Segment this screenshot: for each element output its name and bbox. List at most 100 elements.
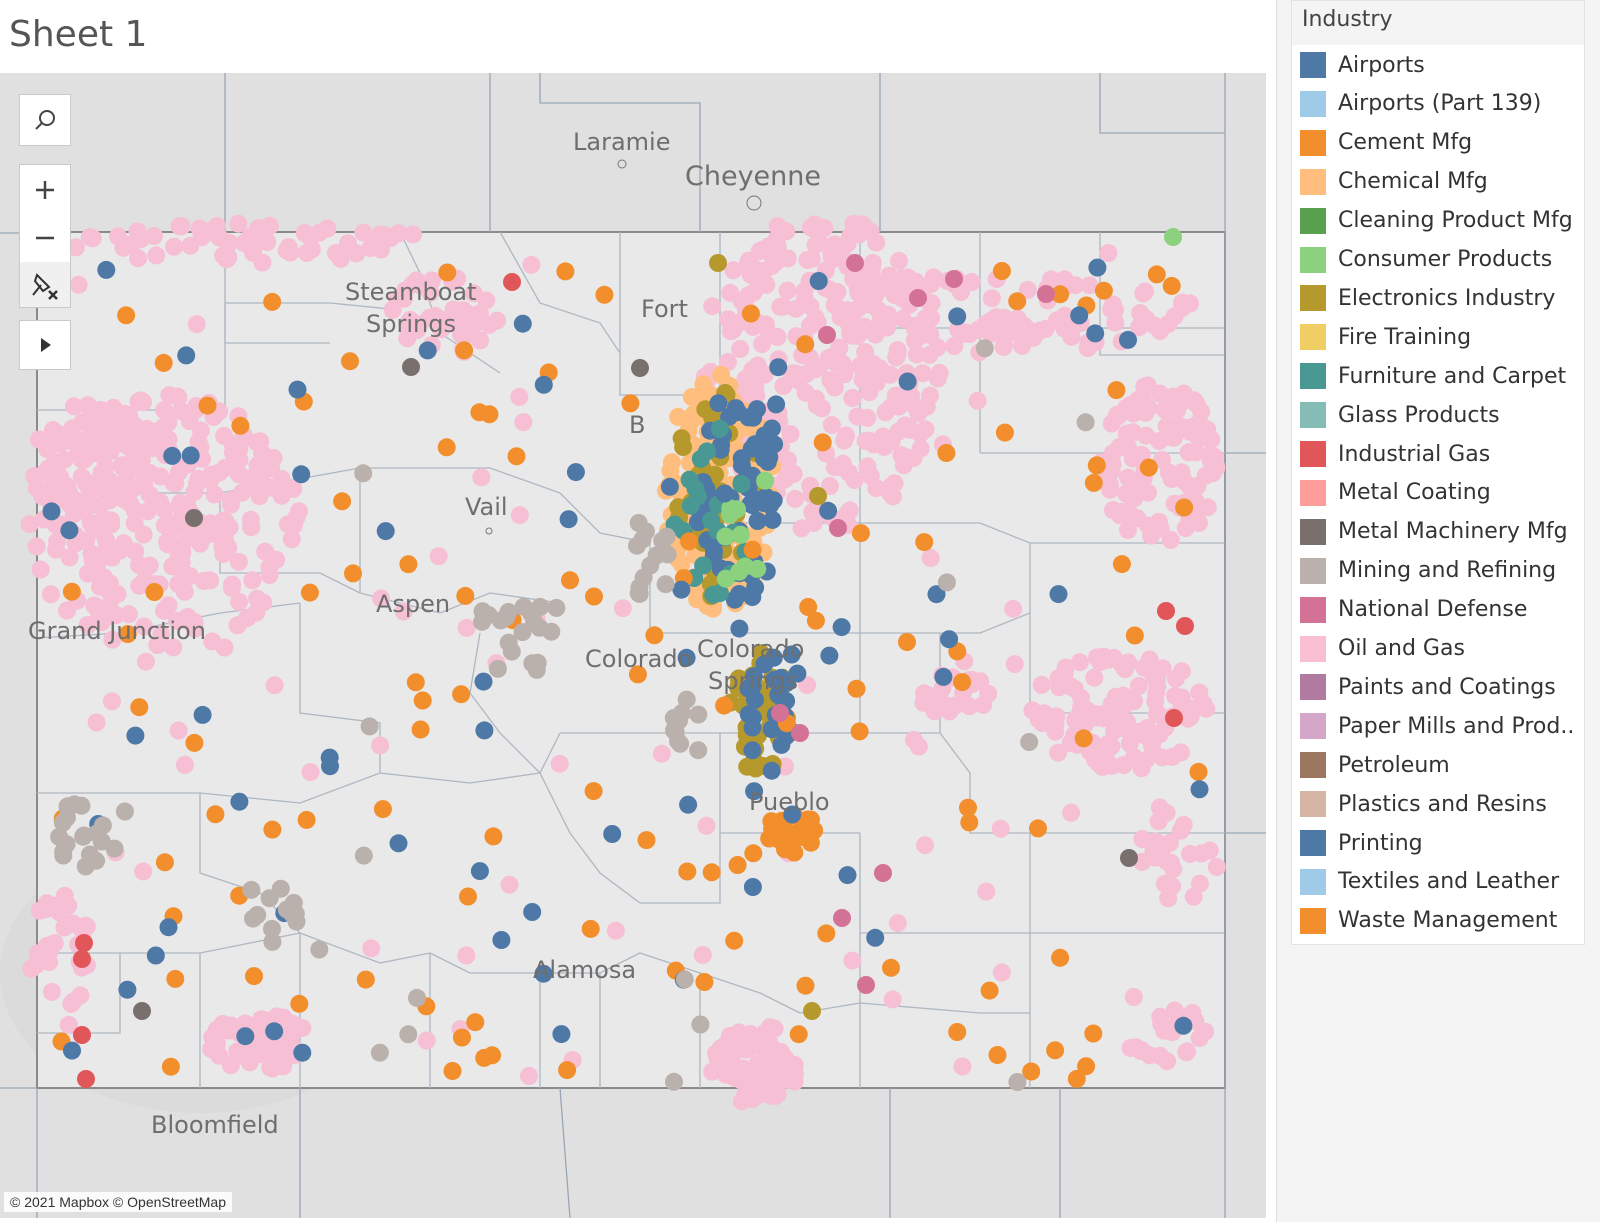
facility-point[interactable] — [888, 341, 907, 360]
facility-point[interactable] — [755, 426, 774, 445]
facility-point[interactable] — [429, 547, 448, 566]
facility-point[interactable] — [851, 524, 870, 543]
facility-point[interactable] — [680, 532, 699, 551]
facility-point[interactable] — [507, 447, 526, 466]
facility-point[interactable] — [595, 285, 614, 304]
facility-point[interactable] — [272, 469, 291, 488]
legend-item[interactable]: Printing — [1300, 827, 1423, 859]
facility-point[interactable] — [778, 249, 797, 268]
facility-point[interactable] — [144, 227, 163, 245]
facility-point[interactable] — [62, 582, 81, 601]
facility-point[interactable] — [354, 464, 373, 483]
facility-point[interactable] — [715, 696, 734, 715]
facility-point[interactable] — [215, 638, 234, 657]
facility-point[interactable] — [959, 798, 977, 817]
facility-point[interactable] — [992, 963, 1011, 982]
facility-point[interactable] — [406, 673, 425, 692]
facility-point[interactable] — [373, 800, 392, 819]
facility-point[interactable] — [1088, 258, 1107, 277]
facility-point[interactable] — [356, 970, 375, 989]
facility-point[interactable] — [229, 552, 248, 571]
map-attribution[interactable]: © 2021 Mapbox © OpenStreetMap — [4, 1192, 232, 1212]
facility-point[interactable] — [27, 537, 46, 556]
facility-point[interactable] — [716, 569, 735, 588]
facility-point[interactable] — [63, 1041, 81, 1060]
facility-point[interactable] — [652, 744, 671, 763]
legend-item[interactable]: Paints and Coatings — [1300, 671, 1556, 703]
facility-point[interactable] — [809, 272, 828, 290]
facility-point[interactable] — [664, 709, 683, 728]
facility-point[interactable] — [731, 340, 750, 358]
facility-point[interactable] — [772, 735, 791, 754]
facility-point[interactable] — [887, 389, 906, 408]
facility-point[interactable] — [206, 805, 225, 824]
facility-point[interactable] — [138, 502, 157, 521]
facility-point[interactable] — [1117, 484, 1136, 503]
facility-point[interactable] — [503, 273, 521, 291]
facility-point[interactable] — [230, 792, 249, 811]
zoom-in-button[interactable] — [19, 164, 71, 214]
facility-point[interactable] — [437, 438, 456, 457]
facility-point[interactable] — [786, 489, 805, 508]
facility-point[interactable] — [510, 387, 529, 406]
facility-point[interactable] — [288, 380, 307, 399]
facility-point[interactable] — [861, 467, 880, 485]
facility-point[interactable] — [452, 685, 471, 704]
facility-point[interactable] — [245, 967, 263, 986]
facility-point[interactable] — [694, 556, 713, 575]
facility-point[interactable] — [743, 540, 762, 559]
facility-point[interactable] — [178, 608, 197, 626]
facility-point[interactable] — [263, 919, 281, 938]
facility-point[interactable] — [729, 1023, 748, 1042]
facility-point[interactable] — [339, 234, 357, 253]
facility-point[interactable] — [1179, 709, 1197, 728]
facility-point[interactable] — [657, 527, 676, 546]
facility-point[interactable] — [672, 429, 691, 448]
legend-item[interactable]: Oil and Gas — [1300, 633, 1465, 665]
facility-point[interactable] — [510, 506, 529, 525]
facility-point[interactable] — [1119, 521, 1137, 540]
facility-point[interactable] — [762, 761, 781, 780]
facility-point[interactable] — [656, 575, 675, 594]
facility-point[interactable] — [937, 444, 956, 462]
facility-point[interactable] — [1190, 514, 1208, 532]
facility-point[interactable] — [763, 510, 782, 529]
facility-point[interactable] — [1200, 841, 1219, 860]
facility-point[interactable] — [1181, 844, 1199, 863]
facility-point[interactable] — [762, 720, 781, 739]
facility-point[interactable] — [1099, 244, 1118, 262]
facility-point[interactable] — [216, 530, 234, 549]
facility-point[interactable] — [843, 951, 862, 970]
facility-point[interactable] — [1135, 658, 1154, 677]
facility-point[interactable] — [453, 1028, 471, 1047]
facility-point[interactable] — [840, 463, 858, 482]
legend-item[interactable]: Chemical Mfg — [1300, 166, 1488, 198]
facility-point[interactable] — [584, 782, 603, 801]
facility-point[interactable] — [434, 310, 453, 329]
facility-point[interactable] — [265, 676, 284, 695]
facility-point[interactable] — [820, 477, 839, 495]
facility-point[interactable] — [743, 878, 762, 896]
facility-point[interactable] — [893, 309, 912, 328]
facility-point[interactable] — [231, 416, 250, 435]
facility-point[interactable] — [1023, 701, 1042, 720]
facility-point[interactable] — [376, 522, 395, 541]
facility-point[interactable] — [789, 1025, 808, 1044]
facility-point[interactable] — [948, 1023, 967, 1041]
facility-point[interactable] — [484, 827, 503, 846]
facility-point[interactable] — [682, 388, 701, 406]
facility-point[interactable] — [1022, 1062, 1041, 1081]
facility-point[interactable] — [654, 542, 673, 561]
facility-point[interactable] — [1157, 803, 1176, 822]
facility-point[interactable] — [1051, 948, 1070, 967]
facility-point[interactable] — [454, 301, 473, 320]
facility-point[interactable] — [301, 228, 320, 247]
facility-point[interactable] — [962, 273, 981, 291]
facility-point[interactable] — [850, 357, 869, 375]
facility-point[interactable] — [247, 603, 266, 622]
facility-point[interactable] — [744, 317, 763, 336]
facility-point[interactable] — [991, 819, 1010, 838]
facility-point[interactable] — [1037, 285, 1055, 303]
legend-item[interactable]: Electronics Industry — [1300, 282, 1555, 314]
facility-point[interactable] — [244, 909, 262, 928]
